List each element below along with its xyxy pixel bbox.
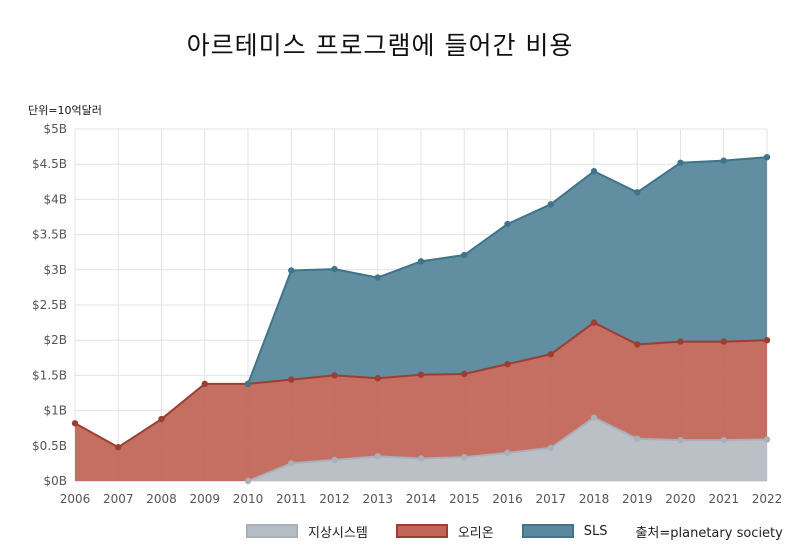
data-point[interactable] xyxy=(331,372,338,379)
data-point[interactable] xyxy=(763,153,771,161)
area-ground-systems xyxy=(248,417,767,481)
x-tick-label: 2021 xyxy=(708,492,739,506)
x-tick-label: 2017 xyxy=(535,492,566,506)
x-tick-label: 2020 xyxy=(665,492,696,506)
data-point[interactable] xyxy=(288,267,295,274)
data-point[interactable] xyxy=(244,380,252,388)
y-tick-label: $1B xyxy=(43,404,67,418)
data-point[interactable] xyxy=(634,341,641,348)
area-orion xyxy=(75,322,767,481)
legend-swatch-sls xyxy=(521,524,574,538)
data-point[interactable] xyxy=(720,338,727,345)
x-tick-label: 2019 xyxy=(622,492,653,506)
data-point[interactable] xyxy=(331,456,338,464)
x-tick-label: 2011 xyxy=(276,492,307,506)
legend-item-orion[interactable]: 오리온 xyxy=(395,522,494,541)
data-points xyxy=(71,153,771,485)
y-tick-label: $2.5B xyxy=(32,298,67,312)
data-point[interactable] xyxy=(417,371,425,378)
x-tick-label: 2010 xyxy=(233,492,264,506)
data-point[interactable] xyxy=(763,436,771,443)
legend: 지상시스템 오리온 SLS 출처=planetary society xyxy=(246,520,783,542)
data-point[interactable] xyxy=(677,436,684,444)
data-point[interactable] xyxy=(720,157,727,164)
source-note: 출처=planetary society xyxy=(635,525,783,541)
data-point[interactable] xyxy=(504,449,511,457)
axis-labels: $0B $0.5B $1B $1.5B $2B $2.5B $3B $3.5B $4B $4.5B… xyxy=(32,122,782,506)
data-point[interactable] xyxy=(201,380,208,388)
data-point[interactable] xyxy=(504,360,511,368)
legend-item-sls[interactable]: SLS xyxy=(521,523,608,539)
data-point[interactable] xyxy=(634,189,641,196)
data-point[interactable] xyxy=(417,455,425,462)
y-tick-label: $2B xyxy=(43,333,67,347)
x-tick-label: 2012 xyxy=(319,492,350,506)
data-point[interactable] xyxy=(547,351,554,358)
data-point[interactable] xyxy=(374,453,381,460)
data-point[interactable] xyxy=(547,201,554,208)
data-point[interactable] xyxy=(590,414,598,421)
chart-title: 아르테미스 프로그램에 들어간 비용 xyxy=(186,31,574,60)
y-tick-label: $0B xyxy=(43,474,67,488)
data-point[interactable] xyxy=(374,274,381,281)
data-point[interactable] xyxy=(677,159,684,166)
data-point[interactable] xyxy=(461,251,468,259)
data-point[interactable] xyxy=(71,420,79,427)
x-tick-label: 2006 xyxy=(60,492,91,506)
y-tick-label: $4.5B xyxy=(32,157,67,171)
data-point[interactable] xyxy=(720,436,727,444)
x-tick-label: 2008 xyxy=(146,492,177,506)
y-tick-label: $3.5B xyxy=(32,228,67,242)
legend-label-ground-systems: 지상시스템 xyxy=(308,525,368,541)
data-point[interactable] xyxy=(461,453,468,461)
y-tick-label: $3B xyxy=(43,263,67,277)
area-series xyxy=(75,157,767,481)
x-tick-label: 2009 xyxy=(189,492,220,506)
data-point[interactable] xyxy=(461,370,468,378)
area-sls xyxy=(248,157,767,384)
data-point[interactable] xyxy=(288,376,295,383)
x-tick-label: 2013 xyxy=(362,492,393,506)
data-point[interactable] xyxy=(158,415,165,423)
unit-label: 단위=10억달러 xyxy=(28,104,102,117)
x-tick-label: 2007 xyxy=(103,492,134,506)
data-point[interactable] xyxy=(244,477,252,485)
data-point[interactable] xyxy=(331,265,338,273)
x-tick-label: 2018 xyxy=(579,492,610,506)
data-point[interactable] xyxy=(634,435,641,442)
x-tick-label: 2016 xyxy=(492,492,523,506)
data-point[interactable] xyxy=(590,168,598,175)
x-tick-label: 2022 xyxy=(752,492,783,506)
legend-label-sls: SLS xyxy=(583,523,608,539)
y-tick-label: $5B xyxy=(43,122,67,136)
x-tick-label: 2014 xyxy=(406,492,437,506)
legend-item-ground-systems[interactable]: 지상시스템 xyxy=(246,522,368,541)
x-tick-label: 2015 xyxy=(449,492,480,506)
data-point[interactable] xyxy=(374,375,381,382)
data-point[interactable] xyxy=(547,444,554,452)
data-point[interactable] xyxy=(504,220,511,228)
legend-swatch-orion xyxy=(395,524,448,538)
data-point[interactable] xyxy=(763,337,771,344)
data-point[interactable] xyxy=(677,338,684,345)
data-point[interactable] xyxy=(115,444,122,451)
data-point[interactable] xyxy=(288,460,295,467)
y-tick-label: $4B xyxy=(43,192,67,206)
data-point[interactable] xyxy=(590,319,598,326)
legend-label-orion: 오리온 xyxy=(457,525,494,541)
y-tick-label: $0.5B xyxy=(32,439,67,453)
legend-swatch-ground-systems xyxy=(246,524,298,538)
y-tick-label: $1.5B xyxy=(32,368,67,382)
data-point[interactable] xyxy=(417,258,425,265)
